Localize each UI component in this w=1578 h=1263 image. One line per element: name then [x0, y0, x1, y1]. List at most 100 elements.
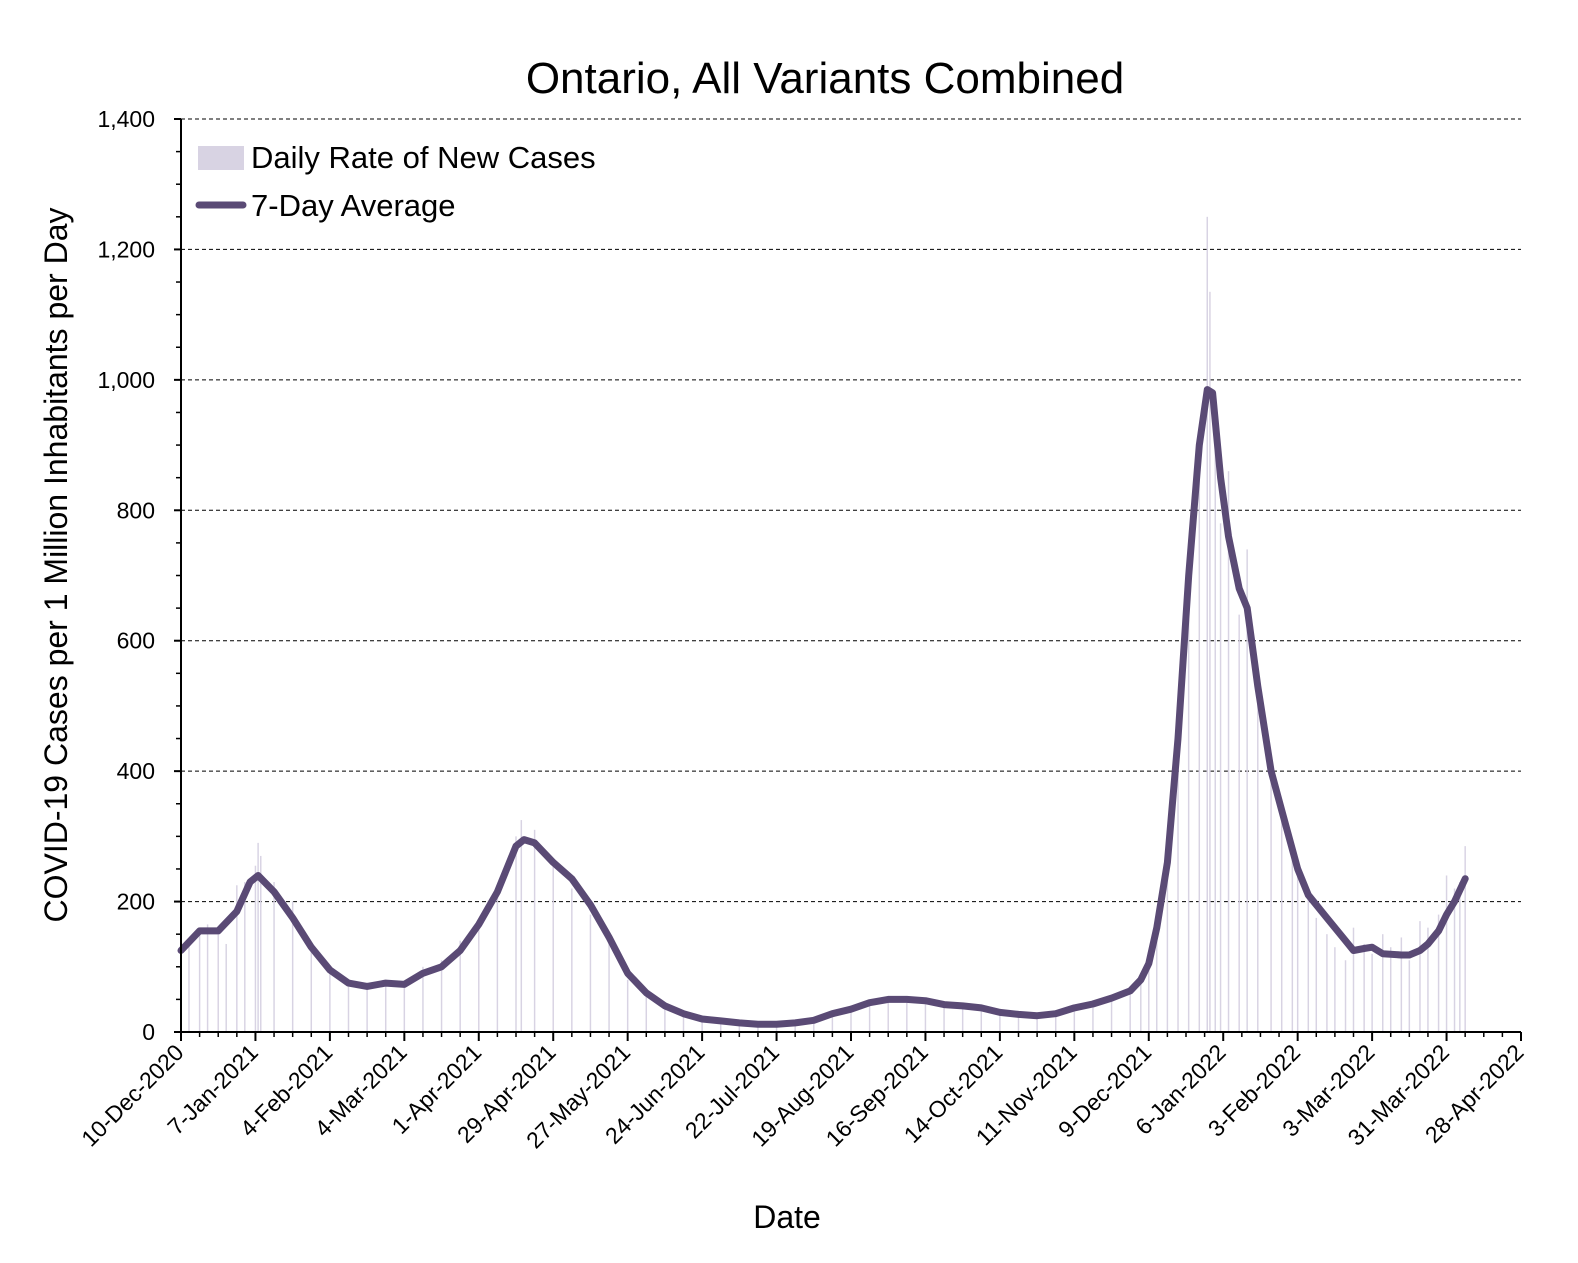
- daily-rate-bar: [1382, 934, 1384, 1032]
- daily-rate-bar: [1371, 953, 1373, 1032]
- daily-rate-bar: [1344, 960, 1347, 1032]
- daily-rate-bar: [1129, 989, 1131, 1032]
- daily-rate-bar: [1219, 523, 1222, 1032]
- daily-rate-bar: [291, 901, 294, 1032]
- daily-rate-bar: [1257, 692, 1259, 1032]
- daily-rate-bar: [260, 855, 262, 1032]
- daily-rate-bar: [682, 1015, 685, 1032]
- daily-rate-bar: [775, 1024, 778, 1032]
- daily-rate-bar: [217, 934, 219, 1032]
- y-tick-label: 1,000: [97, 367, 155, 393]
- daily-rate-bar: [257, 842, 259, 1032]
- bar-series: [180, 216, 1466, 1033]
- daily-rate-bar: [225, 943, 227, 1032]
- daily-rate-bar: [366, 986, 368, 1032]
- daily-rate-bar: [236, 885, 238, 1032]
- daily-rate-bar: [515, 836, 517, 1032]
- daily-rate-bar: [206, 924, 209, 1032]
- y-tick-label: 200: [117, 889, 155, 915]
- daily-rate-bar: [1464, 846, 1466, 1032]
- daily-rate-bar: [924, 998, 927, 1032]
- daily-rate-bar: [1166, 862, 1169, 1032]
- daily-rate-bar: [403, 983, 406, 1032]
- daily-rate-bar: [1206, 216, 1209, 1033]
- daily-rate-bar: [868, 1000, 871, 1032]
- daily-rate-bar: [1408, 960, 1411, 1032]
- legend: Daily Rate of New Cases 7-Day Average: [195, 140, 596, 223]
- daily-rate-bar: [329, 973, 331, 1032]
- daily-rate-bar: [664, 1005, 666, 1032]
- y-axis-title: COVID-19 Cases per 1 Million Inhabitants…: [38, 208, 74, 923]
- daily-rate-bar: [198, 930, 201, 1032]
- daily-rate-bar: [757, 1024, 759, 1032]
- daily-rate-bar: [1363, 943, 1365, 1032]
- daily-rate-bar: [1453, 888, 1456, 1032]
- daily-rate-bar: [459, 940, 461, 1032]
- daily-rate-bar: [552, 862, 554, 1032]
- seven-day-average-line: [177, 386, 1469, 1028]
- daily-rate-bar: [1092, 1002, 1094, 1032]
- y-axis-ticks: 0 200 400 600 800 1,000 1,200 1,400: [97, 106, 181, 1045]
- daily-rate-bar: [1400, 937, 1403, 1032]
- daily-rate-bar: [384, 979, 387, 1032]
- y-tick-label: 1,400: [97, 106, 155, 132]
- daily-rate-bar: [608, 940, 610, 1032]
- daily-rate-bar: [943, 1002, 945, 1032]
- daily-rate-bar: [794, 1022, 796, 1032]
- daily-rate-bar: [422, 966, 424, 1032]
- daily-rate-bar: [273, 882, 275, 1032]
- daily-rate-bar: [738, 1022, 741, 1032]
- y-tick-label: 400: [117, 758, 155, 784]
- y-tick-label: 800: [117, 497, 155, 523]
- daily-rate-bar: [626, 979, 629, 1032]
- daily-rate-bar: [701, 1018, 703, 1032]
- daily-rate-bar: [906, 998, 908, 1032]
- daily-rate-bar: [244, 882, 246, 1032]
- daily-rate-bar: [1334, 947, 1336, 1032]
- chart-title: Ontario, All Variants Combined: [526, 54, 1124, 103]
- daily-rate-bar: [1427, 927, 1429, 1032]
- y-tick-label: 1,200: [97, 236, 155, 262]
- daily-rate-bar: [887, 996, 889, 1032]
- daily-rate-bar: [1419, 921, 1421, 1032]
- daily-rate-bar: [571, 888, 573, 1032]
- daily-rate-bar: [831, 1011, 834, 1032]
- daily-rate-bar: [1296, 868, 1299, 1032]
- daily-rate-bar: [719, 1020, 722, 1032]
- daily-rate-bar: [850, 1007, 852, 1032]
- daily-rate-bar: [1270, 771, 1272, 1032]
- daily-rate-bar: [1073, 1007, 1076, 1032]
- daily-rate-bar: [1389, 947, 1392, 1032]
- daily-rate-bar: [1140, 976, 1142, 1032]
- daily-rate-bar: [188, 940, 190, 1032]
- daily-rate-bar: [1246, 549, 1248, 1032]
- daily-rate-bar: [1017, 1013, 1020, 1032]
- daily-rate-bar: [961, 1003, 964, 1032]
- daily-rate-bar: [589, 914, 592, 1032]
- daily-rate-bar: [1156, 934, 1158, 1032]
- daily-rate-bar: [1238, 614, 1240, 1032]
- daily-rate-bar: [1459, 882, 1461, 1032]
- daily-rate-bar: [1315, 917, 1318, 1032]
- daily-rate-bar: [440, 960, 443, 1032]
- daily-rate-bar: [1198, 445, 1201, 1033]
- daily-rate-bar: [999, 1010, 1001, 1032]
- daily-rate-bar: [1177, 705, 1179, 1032]
- daily-rate-bar: [1148, 966, 1150, 1032]
- daily-rate-bar: [1291, 849, 1294, 1032]
- daily-rate-bar: [645, 996, 648, 1032]
- daily-rate-bar: [1352, 927, 1355, 1032]
- daily-rate-bar: [1280, 810, 1283, 1032]
- y-tick-label: 600: [117, 628, 155, 654]
- daily-rate-bar: [1187, 575, 1190, 1032]
- legend-bar-swatch: [198, 146, 244, 170]
- daily-rate-bar: [496, 888, 499, 1032]
- daily-rate-bar: [478, 921, 480, 1032]
- daily-rate-bar: [1214, 445, 1216, 1033]
- daily-rate-bar: [533, 829, 536, 1032]
- daily-rate-bar: [347, 979, 350, 1032]
- daily-rate-bar: [1209, 291, 1211, 1032]
- daily-rate-bar: [1445, 875, 1448, 1032]
